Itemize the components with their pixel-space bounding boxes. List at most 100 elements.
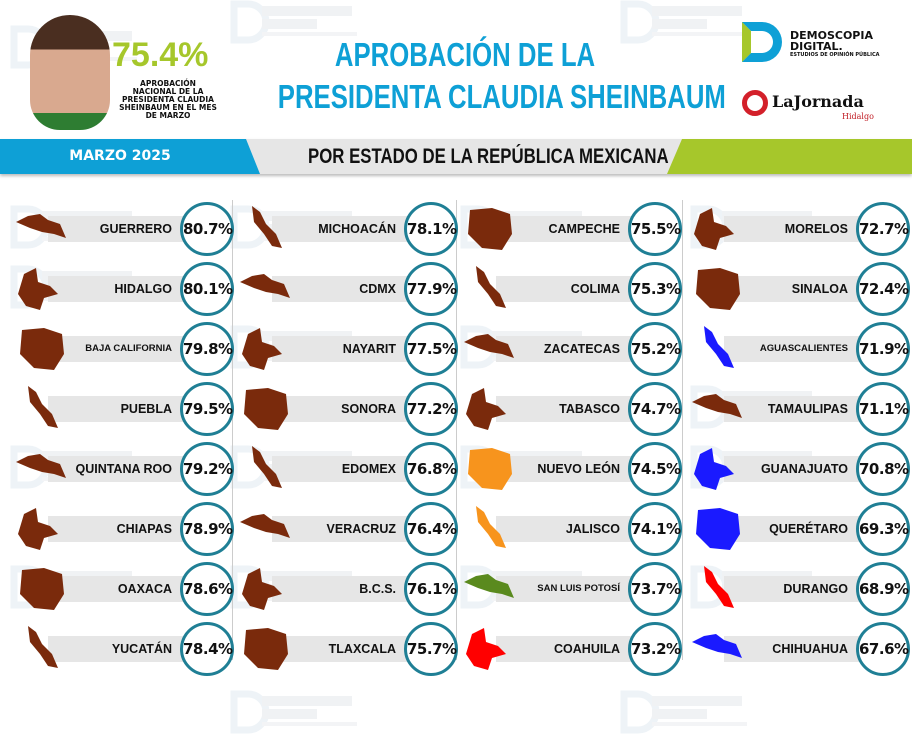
approval-value: 74.7% [628, 382, 682, 436]
approval-value: 75.7% [404, 622, 458, 676]
state-name: JALISCO [565, 522, 620, 536]
state-row: B.C.S. 76.1% [238, 560, 462, 618]
state-bar [496, 636, 646, 662]
state-map-icon [692, 634, 742, 658]
state-name: COLIMA [570, 282, 620, 296]
state-map-icon [464, 574, 514, 598]
approval-value: 68.9% [856, 562, 910, 616]
state-map-icon [240, 514, 290, 538]
state-map-icon [20, 328, 64, 370]
approval-value: 74.5% [628, 442, 682, 496]
approval-value: 71.9% [856, 322, 910, 376]
approval-value: 79.5% [180, 382, 234, 436]
state-map-icon [476, 266, 506, 308]
state-name: TLAXCALA [328, 642, 396, 656]
state-name: PUEBLA [120, 402, 172, 416]
approval-value: 79.2% [180, 442, 234, 496]
state-bar [272, 516, 422, 542]
state-name: ZACATECAS [543, 342, 620, 356]
state-name: SINALOA [791, 282, 848, 296]
state-name: AGUASCALIENTES [759, 343, 848, 354]
state-row: ZACATECAS 75.2% [462, 320, 686, 378]
state-bar [48, 456, 198, 482]
state-bar [496, 336, 646, 362]
state-row: CAMPECHE 75.5% [462, 200, 686, 258]
approval-value: 72.7% [856, 202, 910, 256]
sun-icon [742, 90, 768, 116]
state-bar [48, 396, 198, 422]
state-bar [724, 576, 874, 602]
state-row: HIDALGO 80.1% [14, 260, 238, 318]
approval-value: 76.4% [404, 502, 458, 556]
column-divider [232, 200, 233, 660]
state-map-icon [252, 446, 282, 488]
state-bar [272, 396, 422, 422]
approval-value: 74.1% [628, 502, 682, 556]
state-row: CDMX 77.9% [238, 260, 462, 318]
state-name: GUERRERO [99, 222, 172, 236]
state-bar [272, 336, 422, 362]
state-row: AGUASCALIENTES 71.9% [690, 320, 912, 378]
state-name: CHIAPAS [116, 522, 172, 536]
state-bar [272, 276, 422, 302]
state-map-icon [16, 214, 66, 238]
state-map-icon [16, 454, 66, 478]
state-map-icon [468, 448, 512, 490]
state-bar [496, 396, 646, 422]
state-map-icon [468, 208, 512, 250]
state-bar [724, 336, 874, 362]
state-row: TABASCO 74.7% [462, 380, 686, 438]
state-map-icon [18, 508, 58, 550]
state-row: NUEVO LEÓN 74.5% [462, 440, 686, 498]
approval-value: 79.8% [180, 322, 234, 376]
approval-value: 71.1% [856, 382, 910, 436]
demoscopia-logo: DEMOSCOPIA DIGITAL. ESTUDIOS DE OPINIÓN PÚ… [742, 22, 902, 62]
state-name: QUERÉTARO [769, 522, 848, 536]
state-name: YUCATÁN [111, 642, 172, 656]
approval-value: 75.3% [628, 262, 682, 316]
state-map-icon [20, 568, 64, 610]
header-band: MARZO 2025 POR ESTADO DE LA REPÚBLICA ME… [0, 139, 912, 174]
state-row: OAXACA 78.6% [14, 560, 238, 618]
state-row: YUCATÁN 78.4% [14, 620, 238, 678]
title-line-1: APROBACIÓN DE LA [334, 36, 596, 73]
state-row: BAJA CALIFORNIA 79.8% [14, 320, 238, 378]
state-row: SAN LUIS POTOSÍ 73.7% [462, 560, 686, 618]
state-bar [496, 216, 646, 242]
state-map-icon [704, 326, 734, 368]
title-line-2: PRESIDENTA CLAUDIA SHEINBAUM [277, 78, 726, 115]
state-map-icon [464, 334, 514, 358]
watermark [620, 690, 750, 738]
approval-value: 76.8% [404, 442, 458, 496]
watermark [230, 690, 360, 738]
state-name: NUEVO LEÓN [537, 462, 620, 476]
state-name: CDMX [359, 282, 396, 296]
state-row: VERACRUZ 76.4% [238, 500, 462, 558]
state-map-icon [694, 448, 734, 490]
state-bar [724, 396, 874, 422]
state-row: GUERRERO 80.7% [14, 200, 238, 258]
state-bar [724, 516, 874, 542]
state-bar [724, 276, 874, 302]
state-bar [48, 636, 198, 662]
state-map-icon [240, 274, 290, 298]
approval-value: 72.4% [856, 262, 910, 316]
approval-value: 78.6% [180, 562, 234, 616]
state-map-icon [244, 388, 288, 430]
state-map-icon [696, 268, 740, 310]
state-row: PUEBLA 79.5% [14, 380, 238, 438]
state-bar [272, 636, 422, 662]
state-bar [724, 216, 874, 242]
state-row: QUERÉTARO 69.3% [690, 500, 912, 558]
state-row: TLAXCALA 75.7% [238, 620, 462, 678]
column-divider [456, 200, 457, 660]
state-name: OAXACA [117, 582, 172, 596]
state-name: NAYARIT [342, 342, 396, 356]
state-bar [272, 456, 422, 482]
state-name: MICHOACÁN [318, 222, 396, 236]
state-bar [272, 576, 422, 602]
state-row: TAMAULIPAS 71.1% [690, 380, 912, 438]
state-bar [496, 456, 646, 482]
state-name: SONORA [341, 402, 396, 416]
president-photo [30, 15, 110, 130]
